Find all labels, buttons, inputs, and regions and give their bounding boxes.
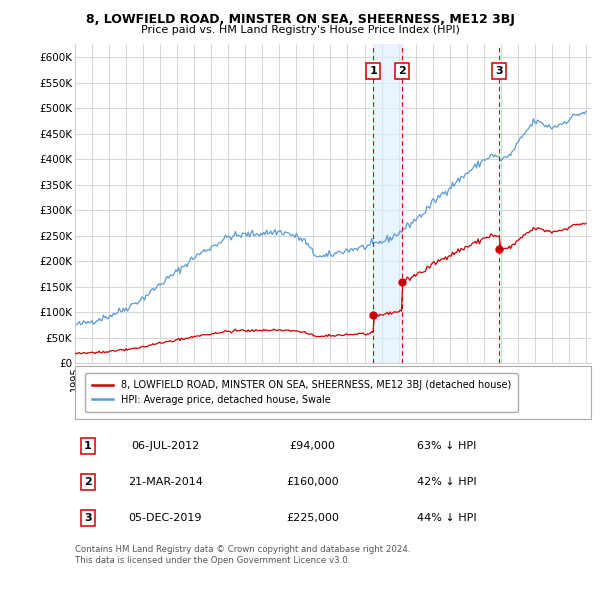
- Text: 06-JUL-2012: 06-JUL-2012: [131, 441, 199, 451]
- Text: 05-DEC-2019: 05-DEC-2019: [128, 513, 202, 523]
- Text: 3: 3: [496, 67, 503, 76]
- Bar: [373, 44, 403, 363]
- Text: 2: 2: [398, 67, 406, 76]
- Text: 1: 1: [84, 441, 92, 451]
- Text: 44% ↓ HPI: 44% ↓ HPI: [417, 513, 476, 523]
- Text: Price paid vs. HM Land Registry's House Price Index (HPI): Price paid vs. HM Land Registry's House …: [140, 25, 460, 35]
- Text: 2: 2: [84, 477, 92, 487]
- Text: 3: 3: [84, 513, 92, 523]
- Text: 21-MAR-2014: 21-MAR-2014: [128, 477, 203, 487]
- Text: Contains HM Land Registry data © Crown copyright and database right 2024.
This d: Contains HM Land Registry data © Crown c…: [75, 545, 410, 565]
- Text: 42% ↓ HPI: 42% ↓ HPI: [417, 477, 476, 487]
- Text: £160,000: £160,000: [286, 477, 338, 487]
- Legend: 8, LOWFIELD ROAD, MINSTER ON SEA, SHEERNESS, ME12 3BJ (detached house), HPI: Ave: 8, LOWFIELD ROAD, MINSTER ON SEA, SHEERN…: [85, 373, 518, 412]
- Text: £94,000: £94,000: [289, 441, 335, 451]
- Text: £225,000: £225,000: [286, 513, 339, 523]
- Text: 8, LOWFIELD ROAD, MINSTER ON SEA, SHEERNESS, ME12 3BJ: 8, LOWFIELD ROAD, MINSTER ON SEA, SHEERN…: [86, 13, 514, 26]
- Text: 63% ↓ HPI: 63% ↓ HPI: [417, 441, 476, 451]
- Text: 1: 1: [370, 67, 377, 76]
- FancyBboxPatch shape: [75, 366, 591, 419]
